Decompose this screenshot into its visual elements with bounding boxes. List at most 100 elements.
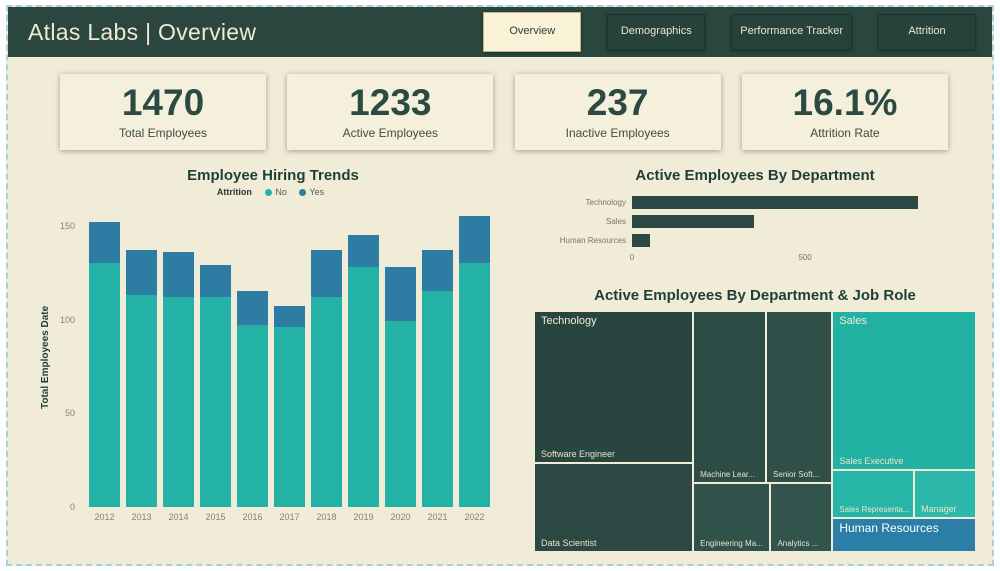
legend-label-no: No [275,187,287,197]
bar-segment-no-2021[interactable] [422,291,453,507]
content-area: Employee Hiring Trends Attrition No Yes … [8,151,992,564]
x-tick-2019: 2019 [353,512,374,522]
treemap-tile-manager[interactable]: Manager [914,470,976,519]
bar-segment-no-2022[interactable] [459,263,490,507]
dept-bar-sales[interactable] [632,215,755,228]
bar-segment-no-2017[interactable] [274,327,305,507]
dept-row-technology: Technology [532,196,978,209]
x-tick-2022: 2022 [464,512,485,522]
bar-column-2017[interactable]: 2017 [274,207,305,522]
bar-segment-yes-2022[interactable] [459,216,490,264]
tab-performance-tracker[interactable]: Performance Tracker [731,14,852,50]
hiring-trends-chart: Total Employees Date 0 50 100 150 2012 2013 2… [40,207,506,522]
kpi-card-inactive-employees: 237 Inactive Employees [514,74,721,150]
treemap: Technology Software Engineer Data Scient… [534,311,976,552]
bar-stack-2016 [237,207,268,507]
bar-segment-yes-2015[interactable] [200,265,231,297]
bar-column-2018[interactable]: 2018 [311,207,342,522]
x-tick-2013: 2013 [131,512,152,522]
treemap-tile-senior-software[interactable]: Senior Soft... [766,311,833,484]
treemap-label-technology: Technology [541,315,597,327]
dept-bar-track-sales [632,215,978,228]
bar-stack-2012 [89,207,120,507]
bar-stack-2014 [163,207,194,507]
bar-column-2021[interactable]: 2021 [422,207,453,522]
bar-column-2012[interactable]: 2012 [89,207,120,522]
bar-column-2020[interactable]: 2020 [385,207,416,522]
kpi-label-attrition-rate: Attrition Rate [810,125,880,140]
tab-overview[interactable]: Overview [483,12,582,52]
bar-stack-2022 [459,207,490,507]
bar-segment-no-2015[interactable] [200,297,231,507]
bar-segment-no-2020[interactable] [385,321,416,507]
treemap-label-data-scientist: Data Scientist [541,537,597,548]
bar-segment-yes-2020[interactable] [385,267,416,322]
bar-segment-no-2014[interactable] [163,297,194,507]
treemap-tile-sales-executive[interactable]: Sales Sales Executive [832,311,976,471]
y-axis-title: Total Employees Date [40,305,51,409]
bar-segment-yes-2014[interactable] [163,252,194,297]
y-axis: 0 50 100 150 [56,207,82,512]
treemap-tile-analytics[interactable]: Analytics ... [770,483,833,552]
dept-bar-technology[interactable] [632,196,919,209]
x-tick-2016: 2016 [242,512,263,522]
bar-segment-yes-2019[interactable] [348,235,379,267]
bar-column-2022[interactable]: 2022 [459,207,490,522]
y-tick-150: 150 [59,220,75,231]
treemap-label-sales-representative: Sales Representa... [839,505,910,515]
treemap-label-machine-learning: Machine Lear... [700,470,755,480]
bar-column-2013[interactable]: 2013 [126,207,157,522]
bar-stack-2013 [126,207,157,507]
dept-bar-panel: Active Employees By Department Technolog… [532,163,978,267]
dept-bar-title: Active Employees By Department [635,167,875,184]
x-tick-2021: 2021 [427,512,448,522]
bar-segment-no-2016[interactable] [237,325,268,507]
treemap-tile-sales-representative[interactable]: Sales Representa... [832,470,915,519]
bar-segment-no-2018[interactable] [311,297,342,507]
bar-segment-yes-2013[interactable] [126,250,157,296]
bar-stack-2015 [200,207,231,507]
bar-segment-no-2012[interactable] [89,263,120,507]
dept-x-tick-500: 500 [798,253,812,262]
x-tick-2015: 2015 [205,512,226,522]
legend-item-no[interactable]: No [265,187,287,197]
bar-column-2016[interactable]: 2016 [237,207,268,522]
bar-column-2019[interactable]: 2019 [348,207,379,522]
bar-column-2014[interactable]: 2014 [163,207,194,522]
kpi-label-active-employees: Active Employees [342,125,439,140]
dept-bar-track-technology [632,196,978,209]
tab-demographics[interactable]: Demographics [607,14,706,50]
x-tick-2012: 2012 [94,512,115,522]
kpi-value-total-employees: 1470 [121,82,205,124]
dept-bar-plot: Technology Sales Human Resources [532,196,978,247]
bar-segment-yes-2017[interactable] [274,306,305,327]
bar-column-2015[interactable]: 2015 [200,207,231,522]
legend-item-yes[interactable]: Yes [299,187,324,197]
bar-segment-yes-2018[interactable] [311,250,342,297]
bar-segment-yes-2016[interactable] [237,291,268,326]
treemap-tile-machine-learning[interactable]: Machine Lear... [693,311,767,484]
treemap-tile-human-resources[interactable]: Human Resources [832,518,976,552]
tab-attrition[interactable]: Attrition [878,14,976,50]
hiring-trends-title: Employee Hiring Trends [187,167,359,184]
treemap-tile-engineering-manager[interactable]: Engineering Ma... [693,483,771,552]
bar-segment-no-2013[interactable] [126,295,157,507]
treemap-label-software-engineer: Software Engineer [541,448,616,459]
dept-label-technology: Technology [585,198,626,207]
bar-stack-2020 [385,207,416,507]
dept-bar-track-human-resources [632,234,978,247]
treemap-tile-data-scientist[interactable]: Data Scientist [534,462,694,552]
dept-bar-human-resources[interactable] [632,234,650,247]
bar-segment-no-2019[interactable] [348,267,379,507]
kpi-value-inactive-employees: 237 [586,82,649,124]
bar-segment-yes-2021[interactable] [422,250,453,292]
dept-x-tick-0: 0 [629,253,635,262]
right-column: Active Employees By Department Technolog… [532,163,978,556]
kpi-value-attrition-rate: 16.1% [792,82,898,124]
bar-segment-yes-2012[interactable] [89,222,120,264]
x-tick-2017: 2017 [279,512,300,522]
bar-stack-2017 [274,207,305,507]
x-tick-2018: 2018 [316,512,337,522]
treemap-tile-software-engineer[interactable]: Technology Software Engineer [534,311,694,463]
